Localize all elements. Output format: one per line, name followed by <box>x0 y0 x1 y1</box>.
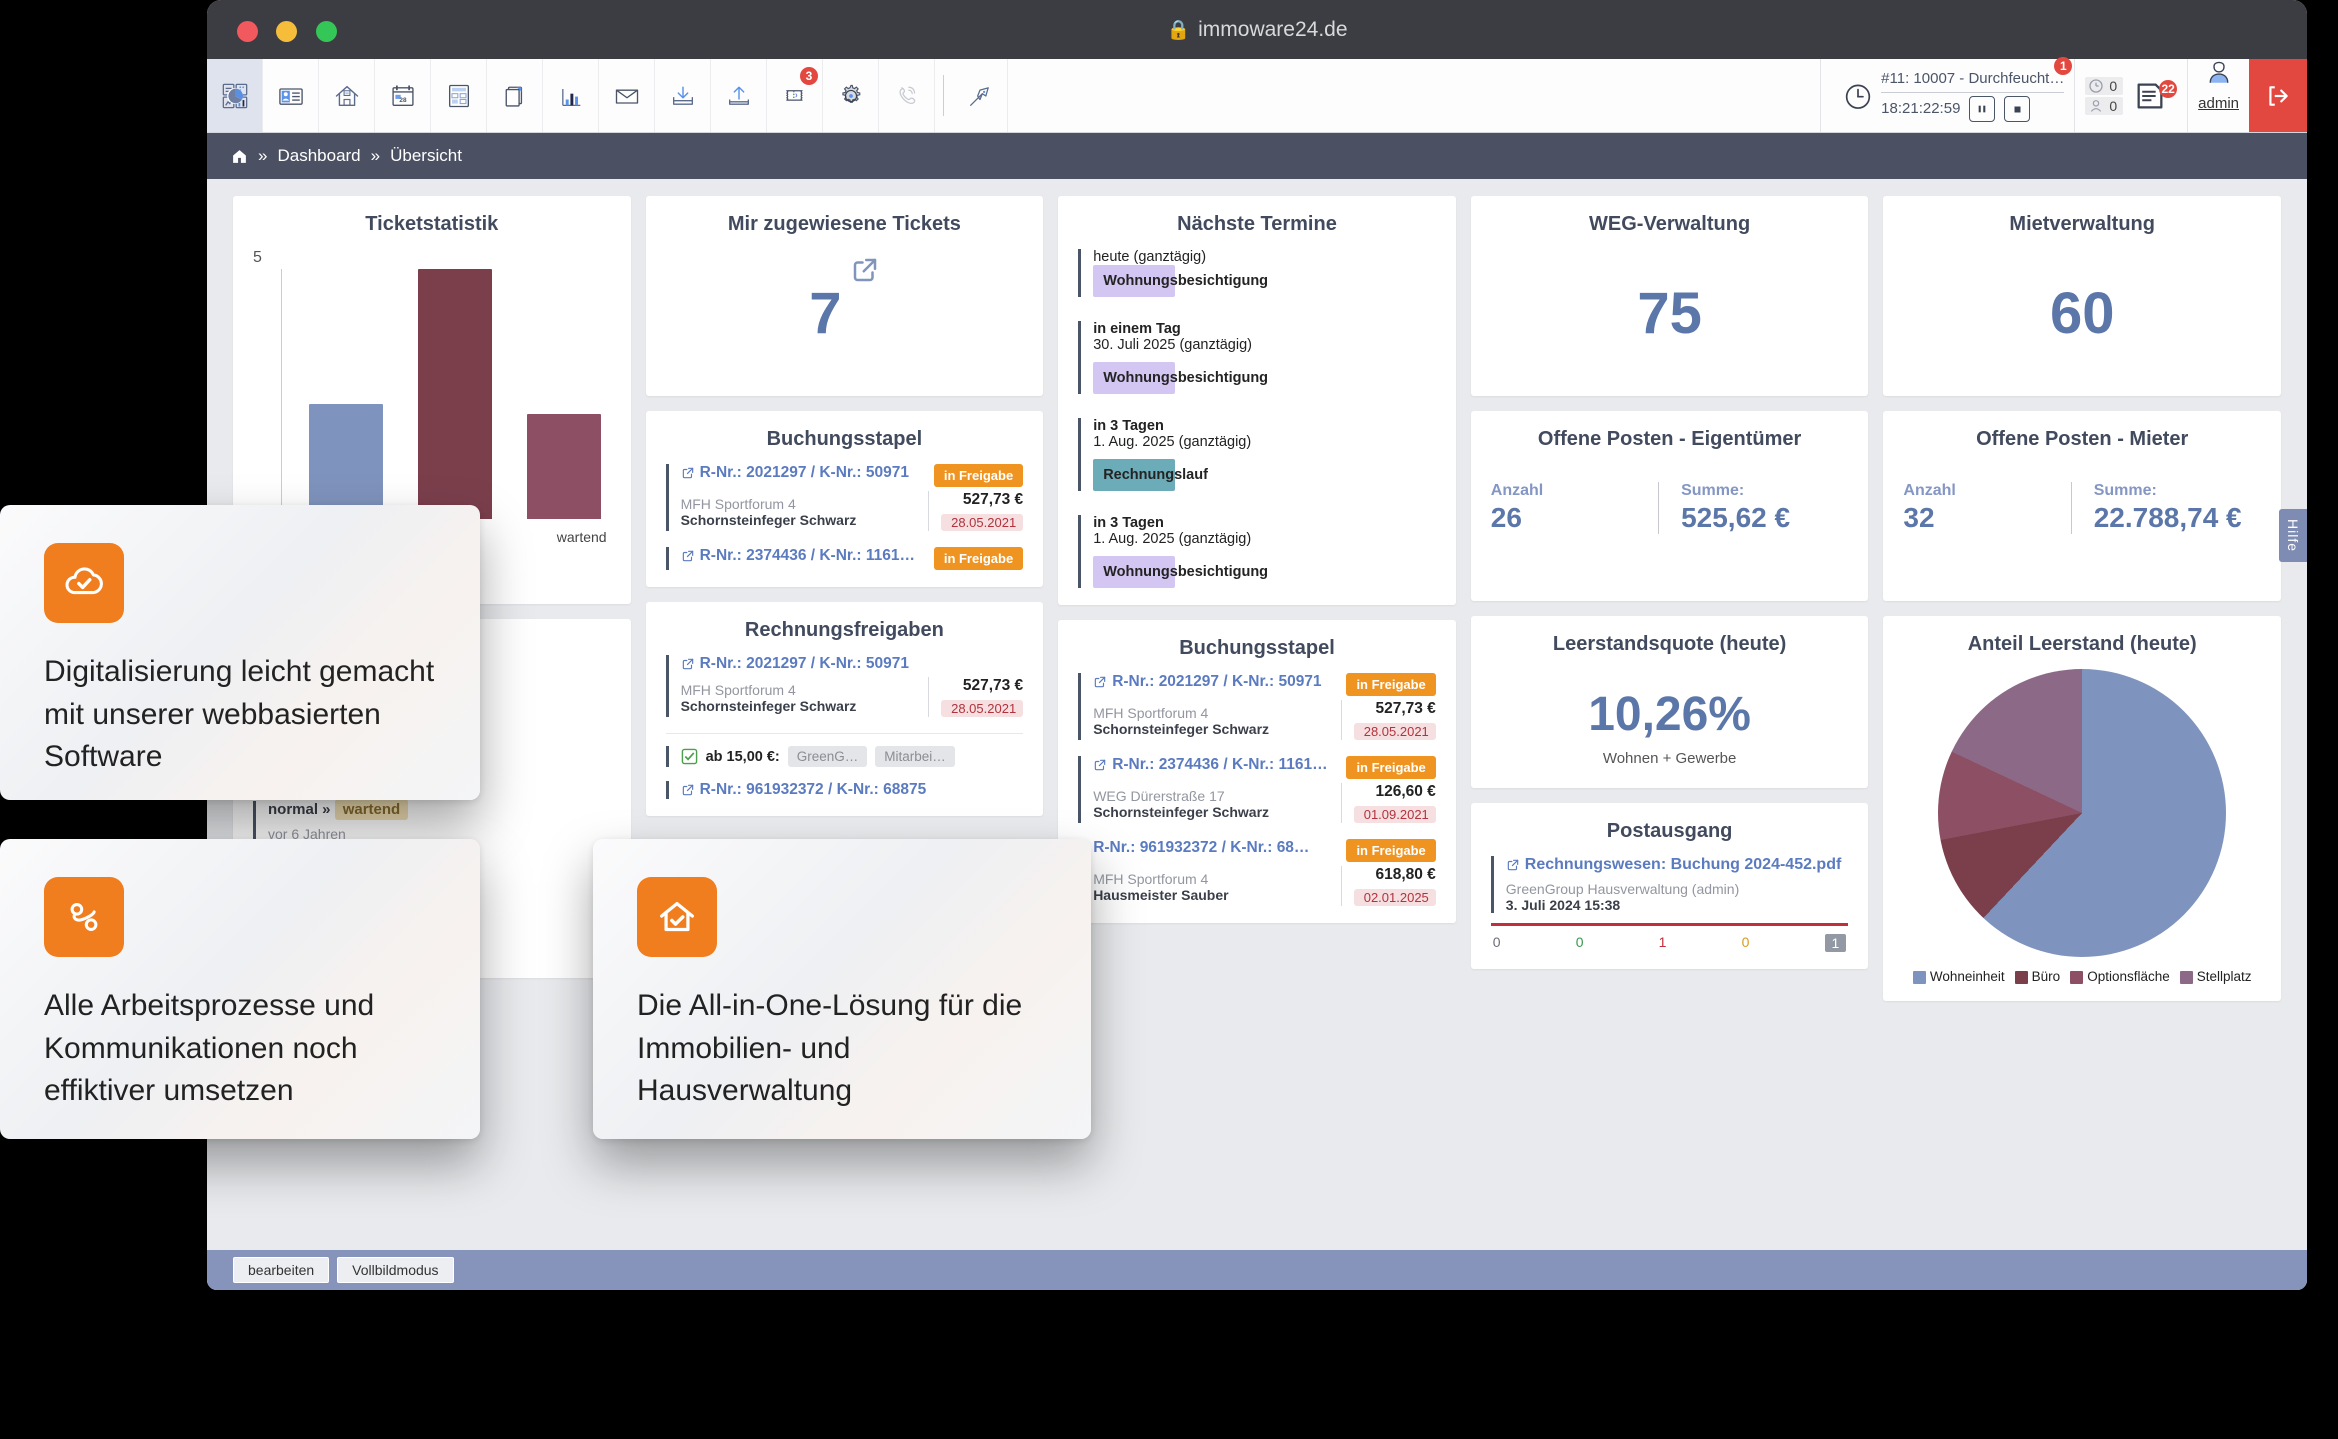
svg-text:28: 28 <box>399 96 407 103</box>
